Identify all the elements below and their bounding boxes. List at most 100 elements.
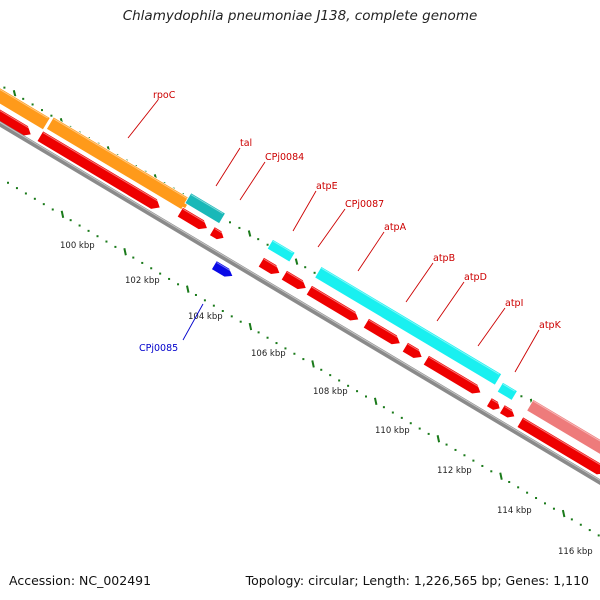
- genome-summary: Topology: circular; Length: 1,226,565 bp…: [245, 573, 589, 588]
- inner-minor-tick: [597, 534, 600, 537]
- inner-minor-tick: [526, 491, 529, 494]
- outer-minor-tick: [22, 97, 25, 100]
- inner-minor-tick: [230, 315, 233, 318]
- inner-minor-tick: [320, 368, 323, 371]
- gene-arrow: [280, 269, 307, 290]
- inner-minor-tick: [338, 379, 341, 382]
- inner-minor-tick: [391, 411, 394, 414]
- outer-minor-tick: [3, 86, 6, 89]
- inner-minor-tick: [168, 277, 171, 280]
- inner-minor-tick: [508, 480, 511, 483]
- scale-label: 106 kbp: [251, 349, 286, 359]
- inner-minor-tick: [552, 507, 555, 510]
- inner-major-tick: [436, 435, 441, 443]
- inner-minor-tick: [266, 336, 269, 339]
- outer-minor-tick: [41, 109, 43, 112]
- leader-line: [357, 231, 385, 272]
- inner-minor-tick: [159, 272, 162, 275]
- inner-minor-tick: [221, 310, 224, 313]
- outer-major-tick: [12, 89, 17, 97]
- leader-line: [405, 262, 434, 303]
- outer-minor-tick: [313, 271, 316, 274]
- gene-arrow: [485, 397, 501, 411]
- accession-text: Accession: NC_002491: [9, 573, 152, 588]
- gene-arrow: [401, 341, 423, 359]
- inner-minor-tick: [87, 229, 90, 232]
- inner-minor-tick: [427, 432, 430, 435]
- inner-minor-tick: [150, 267, 153, 270]
- gene-block-atpK: [526, 398, 600, 458]
- gene-blocks: [0, 83, 600, 476]
- scale-label: 108 kbp: [313, 387, 348, 397]
- gene-arrow: [208, 226, 225, 241]
- gene-block-atpI: [496, 381, 518, 401]
- scale-label: 104 kbp: [188, 312, 223, 322]
- inner-minor-tick: [418, 427, 421, 430]
- inner-minor-tick: [78, 224, 81, 227]
- inner-minor-tick: [365, 395, 367, 398]
- gene-block-atpA-atpD: [314, 265, 503, 386]
- inner-minor-tick: [347, 384, 350, 387]
- inner-major-tick: [311, 360, 315, 368]
- inner-minor-tick: [114, 245, 117, 248]
- inner-minor-tick: [570, 518, 573, 521]
- inner-minor-tick: [302, 358, 305, 361]
- feature-label-atpI: atpI: [505, 298, 523, 309]
- inner-minor-tick: [42, 203, 45, 206]
- inner-minor-tick: [293, 352, 296, 355]
- inner-minor-tick: [472, 459, 475, 462]
- inner-minor-tick: [51, 208, 54, 211]
- inner-minor-tick: [588, 529, 591, 532]
- gene-arrow: [305, 284, 360, 322]
- outer-major-tick: [247, 230, 252, 237]
- inner-minor-tick: [454, 448, 457, 451]
- inner-minor-tick: [445, 443, 448, 446]
- feature-label-atpK: atpK: [539, 320, 562, 331]
- inner-minor-tick: [356, 390, 359, 393]
- outer-minor-tick: [31, 103, 34, 106]
- feature-label-rpoC: rpoC: [153, 90, 176, 101]
- gene-arrow: [498, 404, 516, 419]
- gene-arrow: [257, 256, 281, 275]
- gene-block-tal: [184, 192, 226, 225]
- inner-major-tick: [123, 248, 127, 256]
- outer-major-tick: [294, 258, 299, 265]
- feature-leaders: rpoC tal CPj0084 atpE CPj0087 atpA atpB atpD atp…: [127, 90, 562, 373]
- outer-minor-tick: [229, 221, 231, 224]
- feature-label-CPj0085: CPj0085: [139, 343, 178, 354]
- outer-minor-tick: [50, 114, 53, 117]
- feature-label-atpE: atpE: [316, 181, 338, 192]
- gene-arrow: [176, 206, 209, 230]
- leader-line: [239, 161, 266, 201]
- inner-minor-tick: [15, 187, 18, 190]
- inner-minor-tick: [141, 261, 144, 264]
- inner-major-tick: [60, 210, 65, 219]
- feature-label-CPj0084: CPj0084: [265, 152, 304, 163]
- outer-minor-tick: [257, 238, 260, 241]
- scale-label: 102 kbp: [125, 276, 160, 286]
- inner-minor-tick: [33, 197, 36, 200]
- inner-major-tick: [499, 472, 503, 480]
- inner-minor-tick: [24, 192, 27, 195]
- scale-label: 114 kbp: [497, 506, 532, 516]
- leader-line: [292, 190, 317, 232]
- gene-block-atpE: [266, 238, 296, 263]
- inner-minor-tick: [203, 299, 206, 302]
- gene-arrow: [516, 416, 600, 476]
- inner-minor-tick: [490, 470, 493, 473]
- feature-label-tal: tal: [240, 138, 252, 149]
- feature-label-atpD: atpD: [464, 272, 487, 283]
- gene-arrow: [362, 317, 401, 346]
- inner-minor-tick: [579, 523, 582, 526]
- outer-minor-tick: [238, 226, 241, 229]
- scale-labels: 100 kbp 102 kbp 104 kbp 106 kbp 108 kbp 110 k…: [60, 241, 593, 557]
- feature-label-CPj0087: CPj0087: [345, 199, 384, 210]
- gene-arrow: [36, 130, 162, 210]
- inner-minor-tick: [382, 406, 385, 409]
- inner-minor-tick: [275, 342, 278, 345]
- inner-minor-tick: [194, 293, 197, 296]
- leader-line: [317, 208, 346, 248]
- scale-label: 112 kbp: [437, 466, 472, 476]
- leader-line: [127, 99, 159, 139]
